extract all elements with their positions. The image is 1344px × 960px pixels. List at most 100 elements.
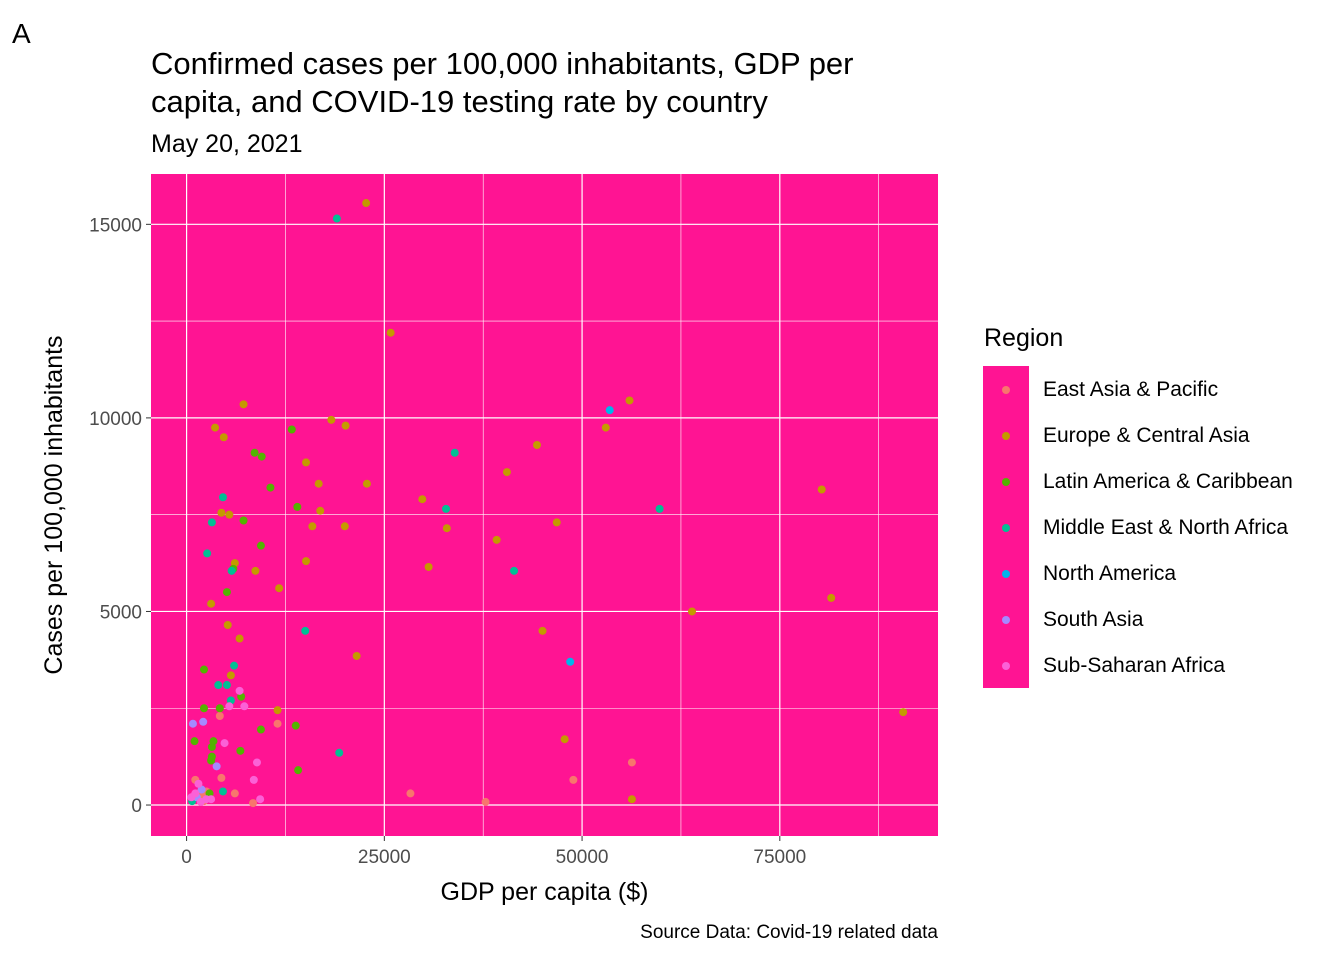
chart-title-line-1: Confirmed cases per 100,000 inhabitants,…: [151, 46, 854, 81]
data-point: [332, 214, 341, 223]
panel-background: [151, 174, 938, 836]
data-point: [817, 485, 826, 494]
data-point: [341, 421, 350, 430]
data-point: [199, 704, 208, 713]
data-point: [230, 661, 239, 670]
x-tick-label: 25000: [358, 847, 411, 868]
x-tick-label: 50000: [556, 847, 609, 868]
legend-item: East Asia & Pacific: [983, 367, 1323, 413]
data-point: [627, 758, 636, 767]
data-point: [302, 557, 311, 566]
data-point: [217, 508, 226, 517]
legend-label: Middle East & North Africa: [1043, 516, 1289, 539]
data-point: [316, 506, 325, 515]
data-point: [301, 626, 310, 635]
data-point: [314, 479, 323, 488]
data-point: [566, 657, 575, 666]
data-point: [215, 711, 224, 720]
data-point: [207, 599, 216, 608]
data-point: [249, 775, 258, 784]
x-axis-title: GDP per capita ($): [441, 878, 649, 906]
data-point: [442, 524, 451, 533]
panel-tag: A: [12, 18, 31, 49]
legend-label: Europe & Central Asia: [1043, 424, 1250, 447]
data-point: [230, 789, 239, 798]
data-point: [362, 199, 371, 208]
legend-label: South Asia: [1043, 608, 1144, 631]
legend-item: South Asia: [983, 597, 1323, 643]
legend-label: North America: [1043, 562, 1177, 585]
data-point: [655, 504, 664, 513]
legend-item: North America: [983, 551, 1323, 597]
data-point: [552, 518, 561, 527]
legend-dot-icon: [1002, 570, 1010, 578]
legend-dot-icon: [1002, 616, 1010, 624]
y-tick-label: 10000: [89, 409, 142, 430]
data-point: [352, 651, 361, 660]
data-point: [218, 493, 227, 502]
data-point: [273, 719, 282, 728]
y-tick-label: 15000: [89, 215, 142, 236]
data-point: [222, 681, 231, 690]
data-point: [222, 588, 231, 597]
data-point: [240, 702, 249, 711]
data-point: [194, 779, 203, 788]
legend-dot-icon: [1002, 386, 1010, 394]
data-point: [225, 702, 234, 711]
legend-item: Europe & Central Asia: [983, 413, 1323, 459]
data-point: [502, 468, 511, 477]
y-tick-label: 0: [131, 796, 142, 817]
data-point: [203, 549, 212, 558]
data-points: [187, 199, 908, 808]
data-point: [191, 789, 200, 798]
data-point: [291, 721, 300, 730]
data-point: [207, 756, 216, 765]
legend-dot-icon: [1002, 478, 1010, 486]
data-point: [627, 795, 636, 804]
data-point: [207, 795, 216, 804]
data-point: [212, 762, 221, 771]
data-point: [442, 504, 451, 513]
data-point: [217, 773, 226, 782]
data-point: [199, 717, 208, 726]
legend-item: Middle East & North Africa: [983, 505, 1323, 551]
data-point: [450, 448, 459, 457]
data-point: [227, 566, 236, 575]
data-point: [362, 479, 371, 488]
data-point: [560, 735, 569, 744]
data-point: [190, 737, 199, 746]
data-point: [215, 704, 224, 713]
data-point: [211, 423, 220, 432]
legend-label: Sub-Saharan Africa: [1043, 654, 1226, 677]
data-point: [327, 415, 336, 424]
data-point: [625, 396, 634, 405]
y-axis-title: Cases per 100,000 inhabitants: [40, 335, 68, 674]
data-point: [235, 634, 244, 643]
data-point: [275, 584, 284, 593]
y-tick-label: 5000: [100, 602, 142, 623]
x-tick-label: 0: [181, 847, 192, 868]
data-point: [688, 607, 697, 616]
data-point: [220, 739, 229, 748]
legend-title: Region: [984, 324, 1064, 352]
legend-label: Latin America & Caribbean: [1043, 470, 1293, 493]
data-point: [302, 458, 311, 467]
legend-item: Sub-Saharan Africa: [983, 643, 1323, 689]
data-point: [239, 400, 248, 409]
data-point: [569, 775, 578, 784]
data-point: [273, 706, 282, 715]
data-point: [214, 681, 223, 690]
data-point: [418, 495, 427, 504]
chart-caption: Source Data: Covid-19 related data: [640, 922, 938, 943]
data-point: [335, 748, 344, 757]
data-point: [249, 799, 258, 808]
grid-lines: [151, 174, 938, 836]
data-point: [308, 522, 317, 531]
data-point: [219, 433, 228, 442]
data-point: [256, 725, 265, 734]
data-point: [196, 797, 205, 806]
data-point: [235, 686, 244, 695]
data-point: [293, 502, 302, 511]
data-point: [257, 452, 266, 461]
